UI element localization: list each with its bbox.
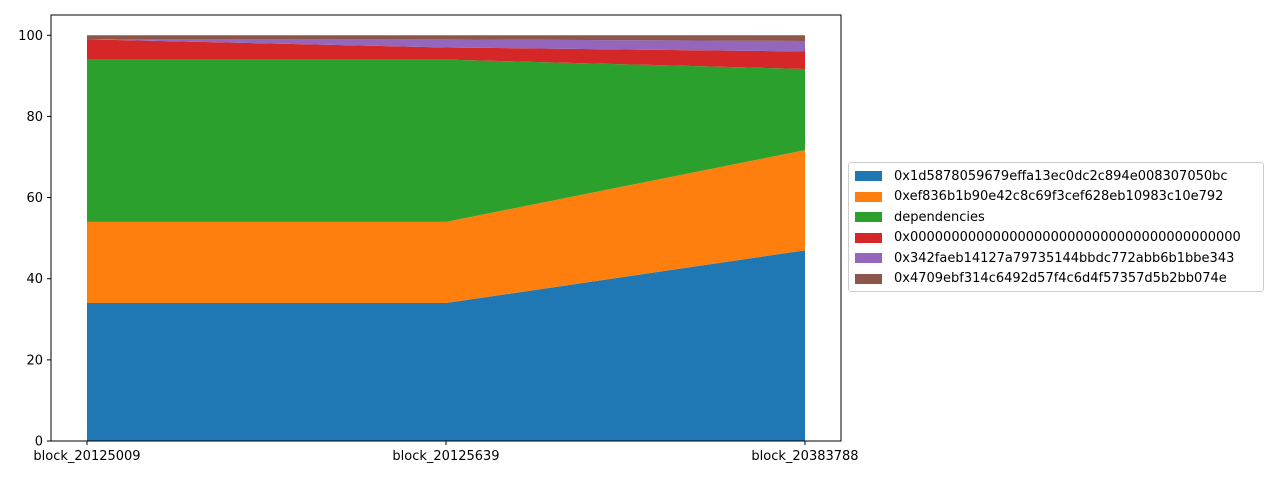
area-series-4: [87, 39, 805, 52]
legend-swatch: [855, 253, 882, 264]
legend-label: 0xef836b1b90e42c8c69f3cef628eb10983c10e7…: [894, 189, 1224, 205]
legend-label: 0x1d5878059679effa13ec0dc2c894e008307050…: [894, 168, 1228, 184]
y-tick-label: 60: [26, 191, 43, 206]
legend: 0x1d5878059679effa13ec0dc2c894e008307050…: [848, 162, 1264, 292]
legend-swatch: [855, 232, 882, 243]
legend-item: 0x342faeb14127a79735144bbdc772abb6b1bbe3…: [855, 248, 1263, 269]
area-series-0: [87, 250, 805, 441]
y-tick-label: 40: [26, 272, 43, 287]
x-tick-label: block_20125009: [33, 449, 140, 464]
legend-swatch: [855, 212, 882, 223]
x-tick-label: block_20383788: [751, 449, 858, 464]
y-tick-label: 100: [18, 29, 43, 44]
area-series-3: [87, 39, 805, 69]
legend-label: dependencies: [894, 209, 985, 225]
x-tick-label: block_20125639: [392, 449, 499, 464]
legend-label: 0x342faeb14127a79735144bbdc772abb6b1bbe3…: [894, 250, 1235, 266]
legend-item: 0x00000000000000000000000000000000000000…: [855, 228, 1263, 249]
y-tick-label: 80: [26, 110, 43, 125]
legend-label: 0x00000000000000000000000000000000000000…: [894, 230, 1241, 246]
area-series-1: [87, 150, 805, 304]
legend-item: 0x1d5878059679effa13ec0dc2c894e008307050…: [855, 166, 1263, 187]
legend-label: 0x4709ebf314c6492d57f4c6d4f57357d5b2bb07…: [894, 271, 1227, 287]
legend-item: 0xef836b1b90e42c8c69f3cef628eb10983c10e7…: [855, 187, 1263, 208]
x-axis: block_20125009 block_20125639 block_203837…: [33, 441, 859, 464]
area-series-2: [87, 59, 805, 222]
legend-item: 0x4709ebf314c6492d57f4c6d4f57357d5b2bb07…: [855, 269, 1263, 290]
area-series-5: [87, 35, 805, 41]
y-tick-label: 20: [26, 353, 43, 368]
legend-swatch: [855, 191, 882, 202]
y-axis: 0 20 40 60 80 100: [18, 29, 51, 450]
legend-item: dependencies: [855, 207, 1263, 228]
legend-swatch: [855, 171, 882, 182]
legend-swatch: [855, 273, 882, 284]
y-tick-label: 0: [35, 435, 43, 450]
area-layer: [87, 35, 805, 441]
